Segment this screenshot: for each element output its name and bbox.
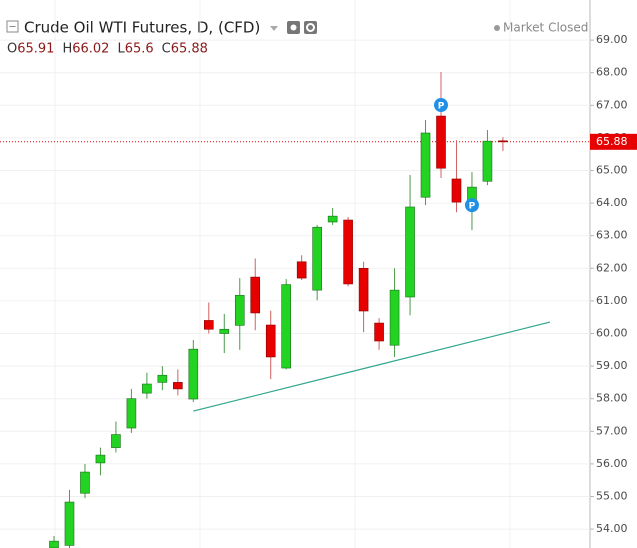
candle-body [173, 382, 183, 390]
candle-body [64, 501, 75, 546]
market-status: Market Closed [503, 21, 588, 35]
event-label: P [438, 102, 445, 112]
settings-button[interactable] [304, 21, 317, 34]
candle-body [126, 398, 137, 429]
candle-body [482, 140, 493, 182]
chart-title: Crude Oil WTI Futures, D, (CFD) [24, 19, 260, 37]
ohlc-letter: O [7, 42, 17, 57]
ohlc-legend: O 65.91 H 66.02 L 65.6 C 65.88 [7, 42, 208, 57]
candle-body [374, 322, 384, 342]
event-label: P [469, 202, 476, 212]
price-tag-label: 65.88 [596, 135, 628, 148]
candle-body [451, 178, 462, 203]
candle-body [80, 471, 90, 494]
ohlc-value: 66.02 [72, 42, 109, 57]
candle-body [265, 324, 276, 358]
title-dropdown[interactable] [270, 26, 278, 31]
candle-body [358, 267, 369, 312]
candle-body [111, 434, 121, 448]
y-tick-label: 62.00 [596, 261, 628, 274]
y-tick-label: 56.00 [596, 457, 628, 470]
ohlc-letter: C [162, 42, 171, 57]
candle-body [296, 261, 307, 279]
ohlc-letter: H [62, 42, 72, 57]
candle-body [312, 226, 322, 291]
candle-body [389, 289, 400, 346]
y-tick-label: 61.00 [596, 294, 628, 307]
event-marker [434, 98, 448, 113]
event-marker [464, 198, 479, 213]
candle-body [95, 454, 106, 464]
ohlc-value: 65.88 [171, 42, 208, 57]
status-dot [494, 25, 500, 31]
candle-body [250, 276, 261, 314]
y-tick-label: 69.00 [596, 33, 628, 46]
candle-body [188, 348, 199, 400]
ohlc-value: 65.91 [17, 42, 54, 57]
trendline [193, 321, 551, 412]
y-tick-label: 67.00 [596, 98, 628, 111]
candle-body [234, 295, 245, 326]
y-tick-label: 65.00 [596, 163, 628, 176]
y-tick-label: 58.00 [596, 392, 628, 405]
grid [0, 0, 590, 548]
y-tick-label: 68.00 [596, 66, 628, 79]
candle-body [49, 540, 59, 548]
candle-body [327, 215, 338, 223]
y-tick-label: 54.00 [596, 522, 628, 535]
y-tick-label: 63.00 [596, 229, 628, 242]
price-tag [590, 133, 637, 150]
candle-body [420, 132, 431, 198]
y-tick-label: 60.00 [596, 326, 628, 339]
y-tick-label: 64.00 [596, 196, 628, 209]
gear-icon [306, 23, 315, 32]
eye-icon [290, 24, 297, 31]
y-tick-label: 57.00 [596, 424, 628, 437]
candle-body [157, 374, 168, 383]
candle-body [204, 320, 214, 330]
y-tick-label: 55.00 [596, 489, 628, 502]
candle-body [498, 140, 508, 143]
ohlc-value: 65.6 [125, 42, 154, 57]
candle-body [142, 383, 152, 394]
candle-body [343, 219, 353, 285]
candle-body [219, 328, 230, 334]
candle-body [405, 206, 415, 298]
ohlc-letter: L [117, 42, 125, 57]
candle-body [436, 115, 446, 169]
y-tick-label: 59.00 [596, 359, 628, 372]
candle-body [281, 284, 292, 369]
